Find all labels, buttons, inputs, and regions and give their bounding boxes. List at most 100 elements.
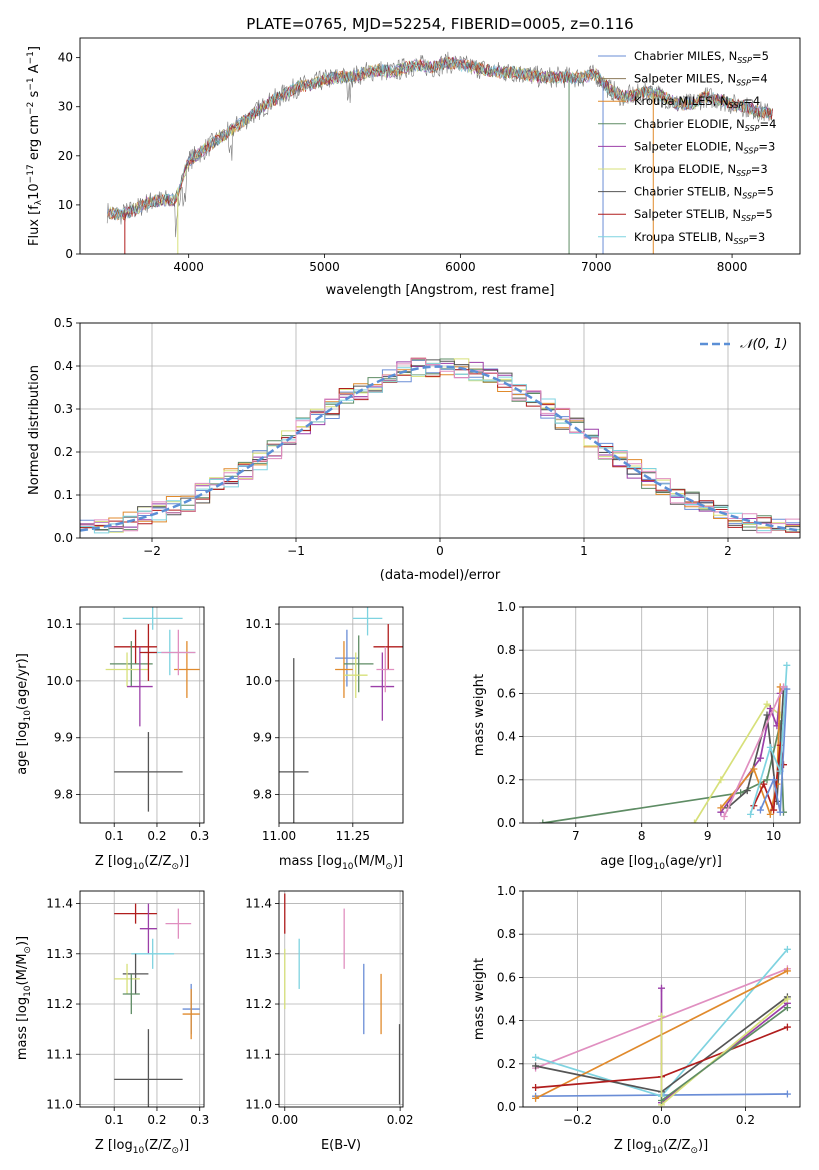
- weight-marker: [776, 808, 784, 816]
- weight-marker: [532, 1084, 540, 1092]
- x-axis-label: wavelength [Angstrom, rest frame]: [326, 283, 555, 298]
- plot-area: [532, 945, 791, 1107]
- y-tick-label: 11.4: [245, 897, 272, 911]
- weight-marker: [658, 984, 665, 992]
- y-tick-label: 11.2: [245, 997, 272, 1011]
- weight-marker: [658, 1097, 665, 1105]
- legend-entry: Kroupa MILES, NSSP=4: [634, 94, 760, 110]
- weight-marker: [539, 819, 547, 823]
- y-tick-label: 0.8: [497, 643, 516, 657]
- weight-marker: [747, 810, 755, 818]
- y-tick-label: 0.2: [54, 445, 73, 459]
- legend-entry: Kroupa ELODIE, NSSP=3: [634, 162, 768, 178]
- data-point: [114, 903, 157, 924]
- figure-title: PLATE=0765, MJD=52254, FIBERID=0005, z=0…: [246, 15, 633, 33]
- weight-marker: [763, 700, 771, 708]
- data-point: [373, 624, 403, 670]
- data-point: [122, 607, 183, 630]
- spectrum-line-model: [110, 58, 773, 219]
- y-tick-label: 0.1: [54, 488, 73, 502]
- x-tick-label: 2: [724, 544, 732, 558]
- y-tick-label: 9.9: [253, 731, 272, 745]
- x-tick-label: 0.2: [736, 1113, 755, 1127]
- plot-area: [80, 357, 800, 534]
- legend-entry: Salpeter MILES, NSSP=4: [634, 72, 768, 88]
- y-tick-label: 10.0: [245, 674, 272, 688]
- x-tick-label: 6000: [445, 260, 476, 274]
- y-tick-label: 0.2: [497, 1057, 516, 1071]
- plot-area: [284, 893, 401, 1105]
- y-tick-label: 40: [58, 51, 73, 65]
- weight-marker: [658, 1012, 665, 1020]
- y-tick-label: 11.4: [46, 897, 73, 911]
- data-point: [114, 1029, 183, 1107]
- x-tick-label: −2: [143, 544, 161, 558]
- x-tick-label: 0.2: [147, 1113, 166, 1127]
- x-tick-label: 0.0: [652, 1113, 671, 1127]
- grid: [80, 891, 204, 1107]
- plot-area: [105, 607, 200, 812]
- axes-frame: [79, 322, 801, 539]
- data-point: [139, 903, 157, 954]
- x-tick-label: −0.2: [563, 1113, 592, 1127]
- weight-marker: [783, 661, 791, 669]
- weight-marker: [690, 819, 698, 823]
- plot-area: [279, 607, 403, 823]
- legend-entry: Chabrier STELIB, NSSP=5: [634, 185, 774, 201]
- y-tick-label: 0.8: [497, 927, 516, 941]
- data-point: [122, 973, 140, 1015]
- y-tick-label: 11.1: [46, 1047, 73, 1061]
- axes: 7 8 9 10 0.0 0.2 0.4 0.6 0.8 1.0: [497, 600, 801, 843]
- y-tick-label: 11.0: [46, 1097, 73, 1111]
- y-tick-label: 11.2: [46, 997, 73, 1011]
- weight-marker: [760, 780, 768, 788]
- grid: [279, 891, 403, 1107]
- x-tick-label: 9: [704, 829, 712, 843]
- y-tick-label: 0.3: [54, 402, 73, 416]
- y-tick-label: 9.9: [54, 731, 73, 745]
- plot-area: [114, 903, 200, 1107]
- x-tick-label: 0.2: [147, 829, 166, 843]
- legend-entry: Chabrier ELODIE, NSSP=4: [634, 117, 776, 133]
- axes-frame: [79, 890, 205, 1108]
- y-tick-label: 10: [58, 198, 73, 212]
- data-point: [114, 629, 157, 664]
- x-tick-label: 8000: [717, 260, 748, 274]
- y-tick-label: 0.5: [54, 316, 73, 330]
- x-axis-label: age [log10(age/yr)]: [600, 854, 722, 872]
- y-tick-label: 10.1: [46, 617, 73, 631]
- gaussian-curve: [80, 365, 800, 532]
- legend-entry: Salpeter STELIB, NSSP=5: [634, 207, 773, 223]
- y-axis-label: Flux [fλ10−17 erg cm−2 s−1 A−1]: [26, 46, 44, 246]
- weight-line: [749, 665, 788, 815]
- y-tick-label: 0.6: [497, 970, 516, 984]
- axes: 0.00 0.02 11.0 11.1 11.2 11.3 11.4: [245, 890, 413, 1127]
- data-point: [165, 908, 192, 939]
- axes: 4000 5000 6000 7000 8000 0 10 20 30 40: [58, 37, 801, 274]
- legend-entry: Salpeter ELODIE, NSSP=3: [634, 139, 775, 155]
- data-point: [376, 646, 395, 693]
- weight-line: [542, 723, 785, 823]
- x-axis-label: Z [log10(Z/Z⊙)]: [95, 854, 189, 872]
- data-point: [335, 641, 353, 698]
- x-tick-label: 5000: [309, 260, 340, 274]
- x-tick-label: 11.25: [336, 829, 370, 843]
- data-point: [352, 607, 383, 636]
- weight-marker: [532, 1053, 540, 1061]
- y-tick-label: 0.4: [54, 359, 73, 373]
- y-tick-label: 9.8: [253, 788, 272, 802]
- weight-marker: [737, 789, 745, 797]
- axes: 0.1 0.2 0.3 11.0 11.1 11.2 11.3 11.4: [46, 890, 209, 1127]
- data-point: [343, 652, 368, 698]
- data-point: [139, 624, 157, 681]
- axes-frame: [278, 606, 404, 824]
- legend-entry: 𝒩(0, 1): [740, 337, 787, 352]
- x-axis-label: (data-model)/error: [380, 568, 501, 583]
- x-tick-label: 7: [572, 829, 580, 843]
- weight-marker: [717, 804, 725, 812]
- y-tick-label: 10.1: [245, 617, 272, 631]
- weight-marker: [763, 776, 771, 784]
- weight-marker: [770, 776, 778, 784]
- axes-frame: [278, 890, 404, 1108]
